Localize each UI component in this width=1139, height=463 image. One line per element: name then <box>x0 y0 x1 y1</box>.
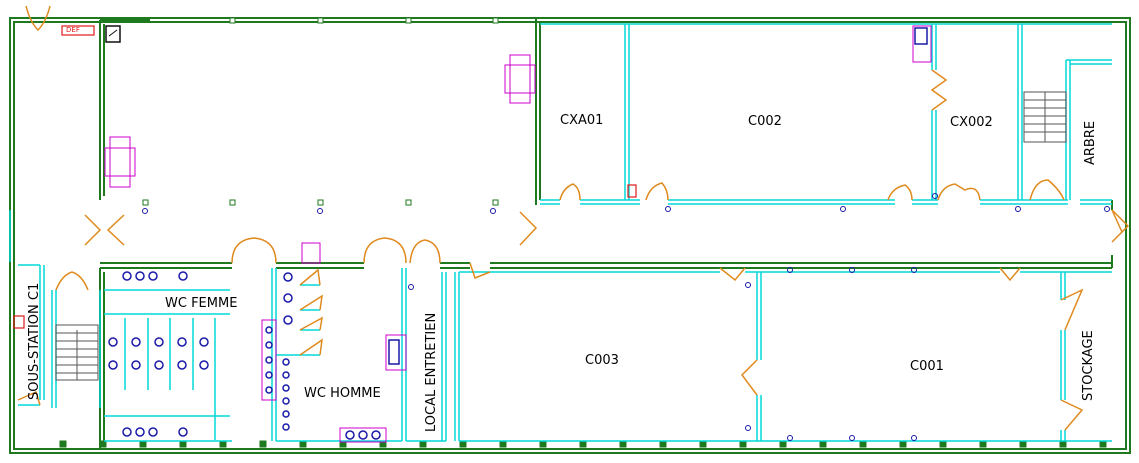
room-label-stockage: STOCKAGE <box>1081 330 1096 401</box>
sanitary <box>108 27 928 440</box>
room-label-arbre: ARBRE <box>1083 120 1098 165</box>
equipment <box>13 25 637 329</box>
stairs <box>55 91 1067 381</box>
window-ticks <box>59 440 1107 448</box>
doors <box>17 5 1130 431</box>
equipment-label-def: DEF <box>66 26 80 34</box>
room-label-wc-homme: WC HOMME <box>304 386 381 401</box>
room-label-c003: C003 <box>585 353 619 368</box>
room-label-cxa01: CXA01 <box>560 113 604 128</box>
room-label-c002: C002 <box>748 114 782 129</box>
room-label-local-entretien: LOCAL ENTRETIEN <box>424 312 439 432</box>
room-label-wc-femme: WC FEMME <box>165 296 238 311</box>
room-label-c001: C001 <box>910 359 944 374</box>
columns <box>142 17 499 206</box>
furniture <box>104 25 932 443</box>
room-label-sous-station: SOUS-STATION C1 <box>27 282 42 400</box>
partitions <box>9 23 1112 442</box>
outlets <box>142 193 1110 441</box>
room-label-cx002: CX002 <box>950 115 993 130</box>
exterior-walls <box>9 17 1131 454</box>
main-walls <box>99 17 1130 449</box>
